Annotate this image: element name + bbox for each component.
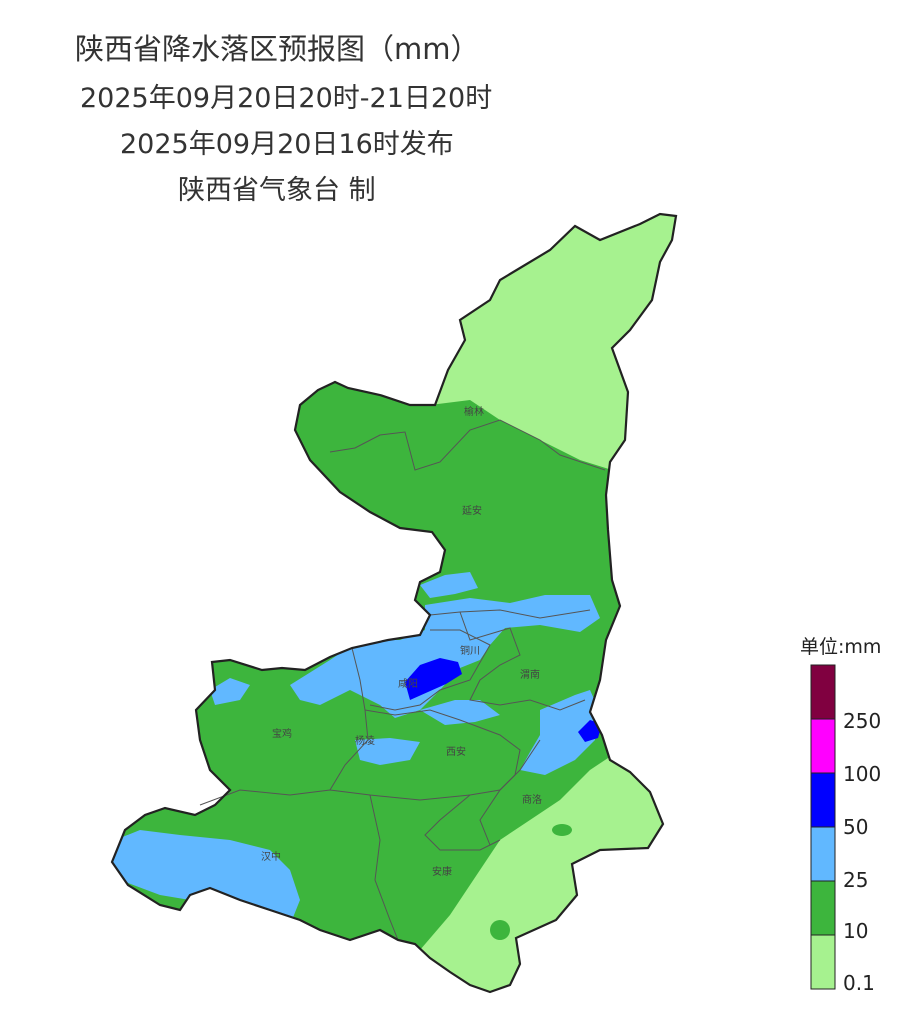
legend-label-50: 50 bbox=[843, 815, 869, 839]
forecast-period: 2025年09月20日20时-21日20时 bbox=[80, 83, 493, 114]
legend-label-10: 10 bbox=[843, 919, 869, 943]
legend-label-0-1: 0.1 bbox=[843, 971, 875, 995]
city-label-yanan: 延安 bbox=[462, 504, 482, 517]
map-title: 陕西省降水落区预报图（mm） bbox=[75, 32, 480, 66]
legend-swatch-10-25 bbox=[810, 880, 836, 936]
rain-zone-25-50-north-patch bbox=[420, 572, 478, 598]
hanzhong-ankang-boundary bbox=[369, 794, 399, 941]
issuer: 陕西省气象台 制 bbox=[178, 175, 376, 206]
rain-zone-50-100-xianyang bbox=[405, 658, 462, 700]
rain-zone-25-50-central bbox=[290, 595, 600, 718]
city-label-baoji: 宝鸡 bbox=[272, 727, 292, 740]
ankang-shangluo-boundary bbox=[424, 794, 501, 851]
legend-swatch-50-100 bbox=[810, 772, 836, 828]
yanan-southern-boundary bbox=[429, 609, 591, 619]
city-label-yulin: 榆林 bbox=[464, 405, 484, 418]
rain-patch-10-25-shangluo bbox=[552, 824, 572, 836]
city-label-ankang: 安康 bbox=[432, 865, 452, 878]
precipitation-areas bbox=[112, 214, 676, 992]
legend-label-25: 25 bbox=[843, 868, 869, 892]
city-label-hanzhong: 汉中 bbox=[261, 850, 281, 863]
legend-label-100: 100 bbox=[843, 762, 882, 786]
xianyang-boundary bbox=[369, 629, 491, 711]
legend-swatch-100-250 bbox=[810, 718, 836, 774]
legend-label-250: 250 bbox=[843, 709, 882, 733]
city-labels: 榆林 延安 铜川 咸阳 渭南 宝鸡 杨凌 西安 商洛 汉中 安康 bbox=[261, 405, 542, 878]
rain-zone-25-50-west bbox=[210, 678, 250, 705]
legend-swatch-25-50 bbox=[810, 826, 836, 882]
rain-zone-25-50-hanzhong bbox=[112, 830, 300, 925]
tongchuan-weinan-boundary bbox=[459, 611, 586, 711]
legend-swatch-over250 bbox=[810, 664, 836, 720]
issue-time: 2025年09月20日16时发布 bbox=[120, 129, 454, 160]
qinling-boundary bbox=[199, 789, 471, 806]
city-label-shangluo: 商洛 bbox=[522, 793, 542, 806]
shangluo-west-boundary bbox=[479, 739, 541, 846]
city-label-xian: 西安 bbox=[446, 745, 466, 758]
rain-patch-10-25-ankang bbox=[490, 920, 510, 940]
city-label-yangling: 杨凌 bbox=[355, 734, 375, 747]
city-boundaries bbox=[199, 419, 606, 941]
baoji-boundary bbox=[329, 647, 369, 791]
legend-swatch-0-10 bbox=[810, 934, 836, 990]
legend-unit-title: 单位:mm bbox=[800, 636, 882, 658]
city-label-xianyang: 咸阳 bbox=[398, 678, 418, 690]
rain-zone-25-50-yangling bbox=[355, 738, 420, 765]
rain-zone-25-50-xian-patch bbox=[420, 700, 500, 725]
legend-colorbar bbox=[810, 664, 836, 990]
rain-zone-25-50-east bbox=[520, 690, 600, 775]
yulin-yanan-boundary bbox=[329, 419, 606, 471]
city-label-weinan: 渭南 bbox=[520, 668, 540, 681]
city-label-tongchuan: 铜川 bbox=[460, 645, 480, 657]
